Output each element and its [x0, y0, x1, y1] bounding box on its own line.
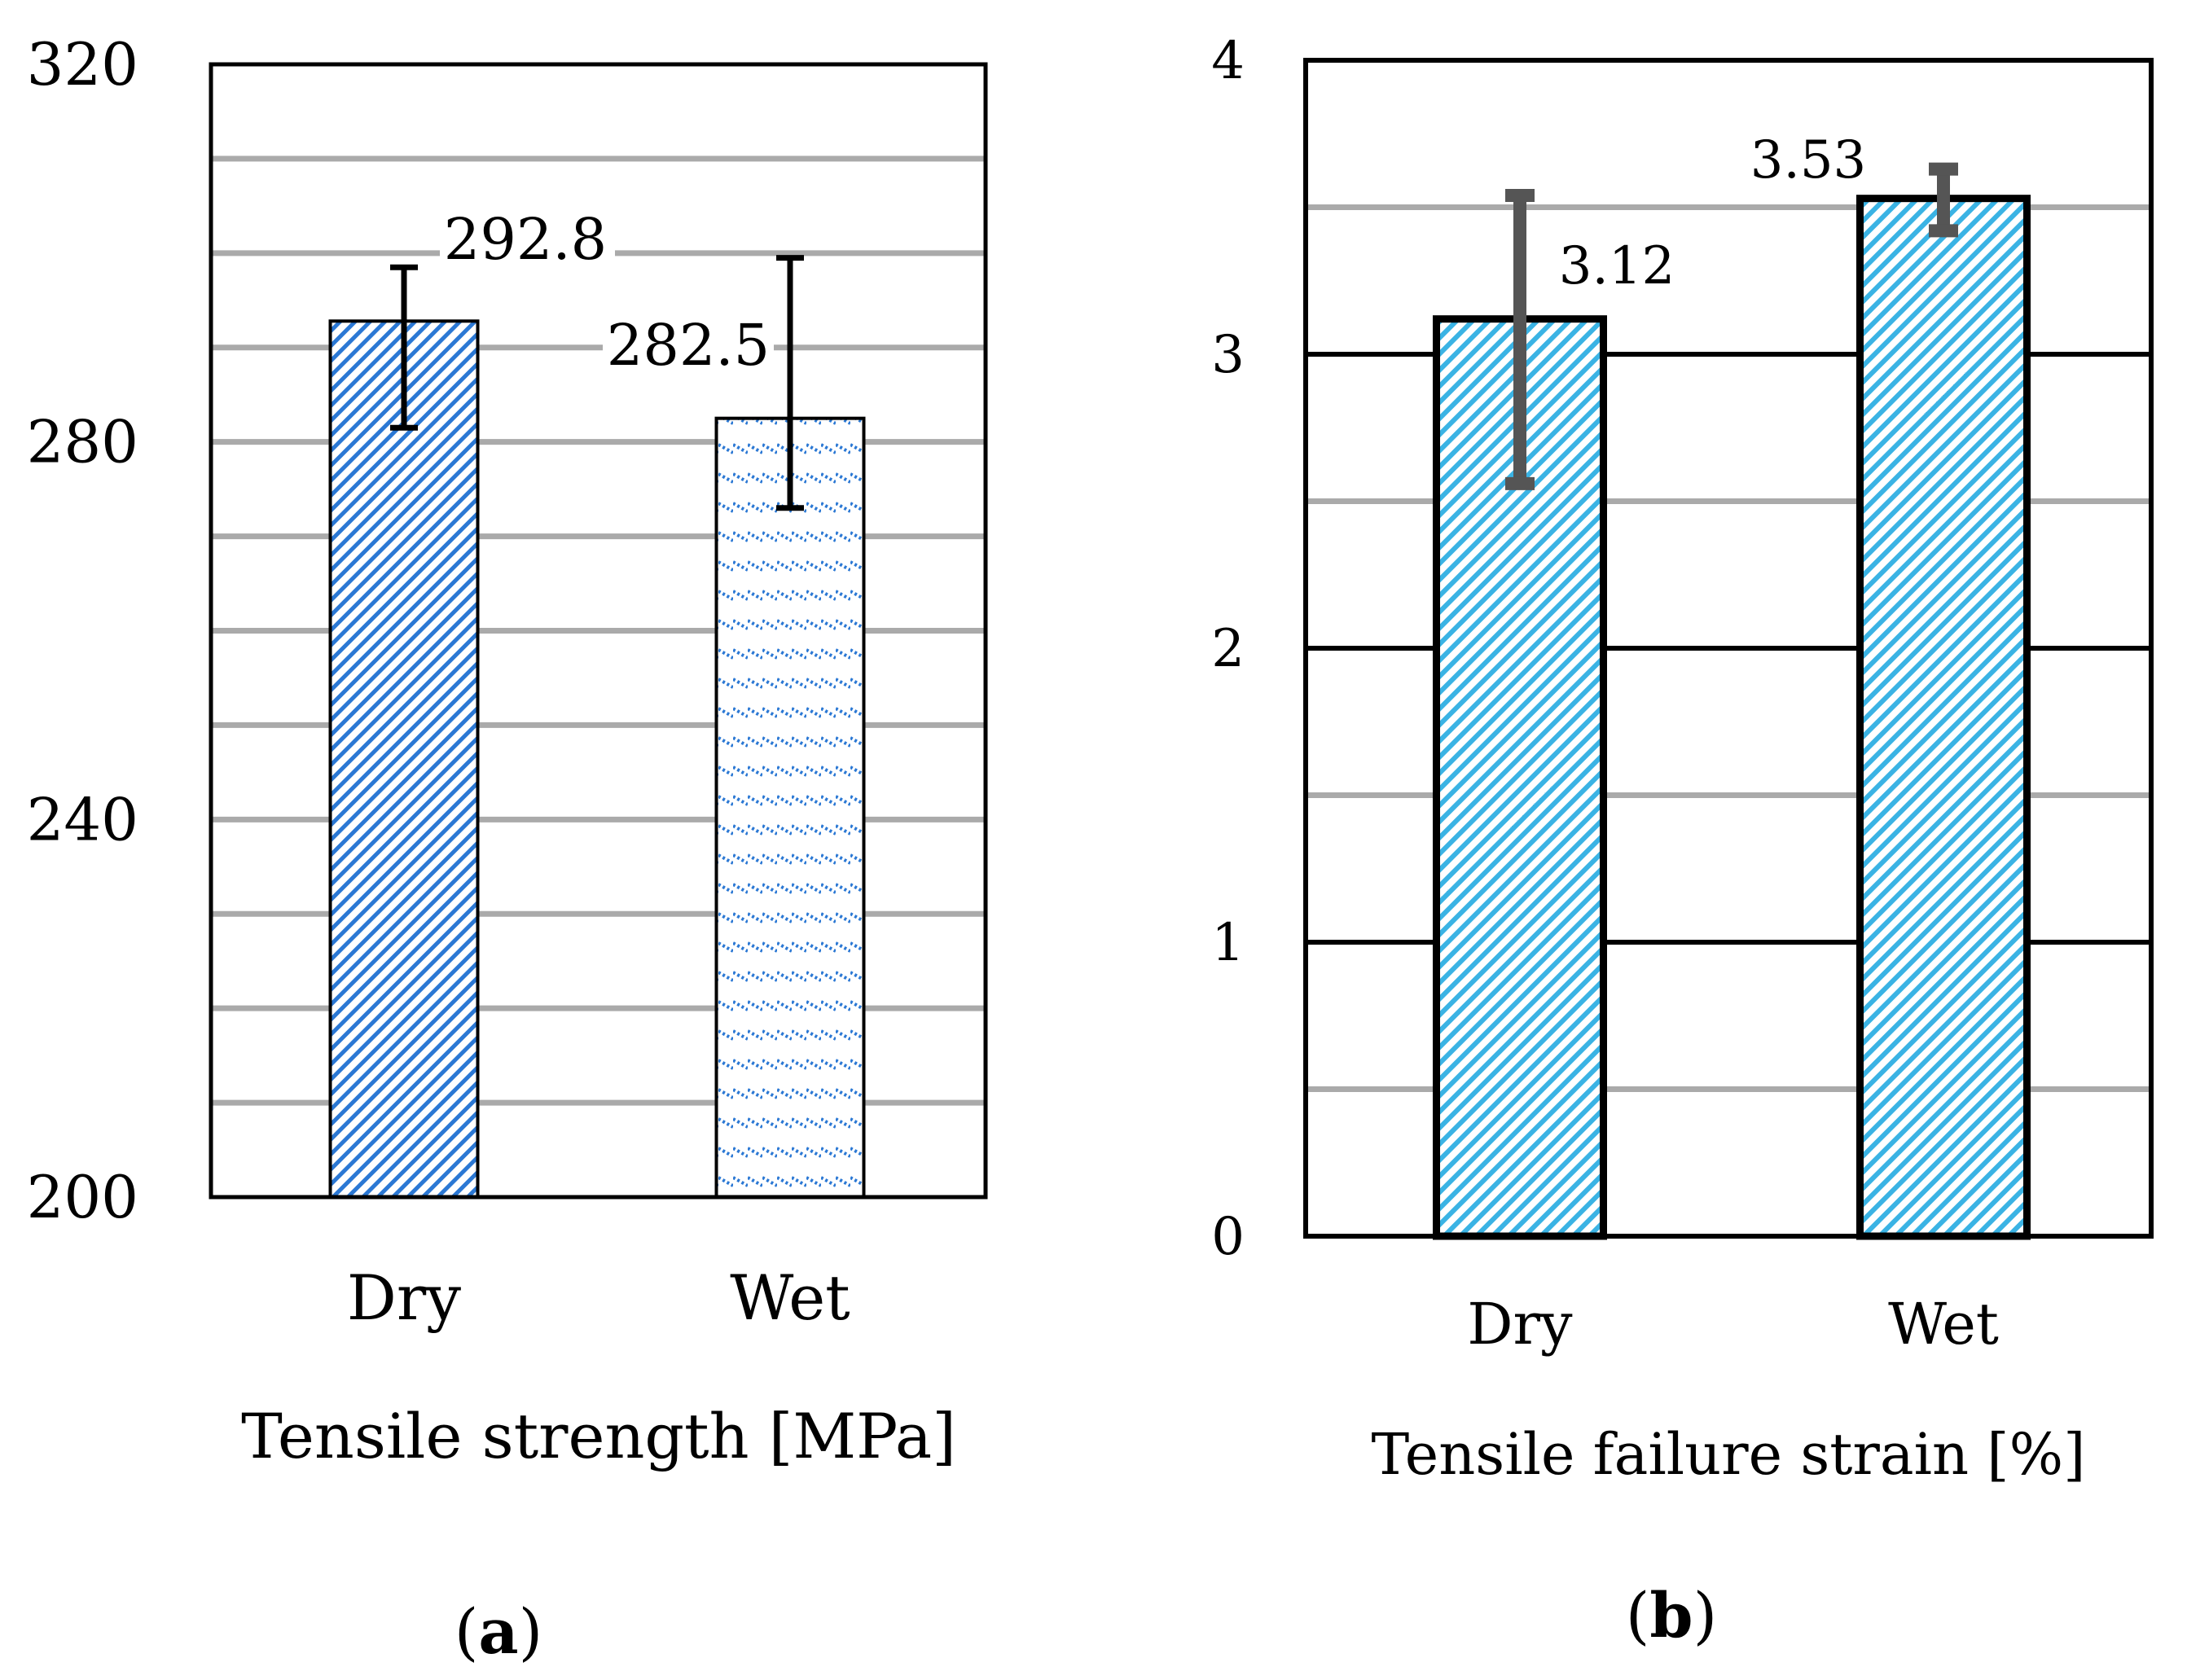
y-tick-labels-b: 0 1 2 3 4 — [1211, 31, 1245, 1267]
y-tick-label: 240 — [27, 785, 138, 853]
data-labels-b: 3.12 3.53 — [1559, 130, 1867, 296]
error-bars-a — [390, 255, 804, 511]
bar-wet — [1856, 195, 2031, 1240]
data-label: 282.5 — [607, 312, 770, 379]
y-tick-label: 200 — [27, 1163, 138, 1231]
y-tick-label: 3 — [1211, 325, 1245, 385]
x-tick-label: Wet — [730, 1261, 850, 1334]
panel-label-b: (b) — [1626, 1579, 1717, 1651]
panel-letter-b: b — [1649, 1579, 1693, 1651]
y-tick-label: 2 — [1211, 619, 1245, 679]
bars-a — [328, 319, 866, 1199]
y-tick-label: 4 — [1211, 31, 1245, 91]
y-tick-label: 280 — [27, 408, 138, 476]
x-tick-labels-b: Dry Wet — [1467, 1291, 1998, 1358]
gridlines-a — [211, 156, 986, 1106]
x-axis-title-b: Tensile failure strain [%] — [1372, 1421, 2086, 1488]
bar-wet — [714, 416, 866, 1199]
data-label: 292.8 — [444, 206, 607, 273]
x-tick-label: Dry — [1467, 1291, 1573, 1358]
panel-label-a: (a) — [455, 1595, 543, 1668]
y-tick-labels-a: 200 240 280 320 — [27, 30, 138, 1231]
y-tick-label: 1 — [1211, 913, 1245, 973]
plot-frame-a — [209, 62, 988, 1200]
plot-frame-b — [1303, 58, 2154, 1239]
x-axis-title-a: Tensile strength [MPa] — [241, 1400, 956, 1472]
x-tick-labels-a: Dry Wet — [347, 1261, 850, 1334]
y-tick-label: 320 — [27, 30, 138, 99]
data-label-bg — [603, 314, 774, 379]
chart-panel-b: 3.12 3.53 0 1 2 3 4 Dry Wet Tensile failure st… — [1211, 31, 2154, 1651]
panel-letter-a: a — [478, 1595, 518, 1668]
data-label-bg — [440, 208, 615, 274]
data-label: 3.12 — [1559, 236, 1675, 296]
error-bars-b — [1505, 162, 1958, 490]
y-tick-label: 0 — [1211, 1207, 1245, 1267]
bar-dry — [328, 319, 480, 1199]
x-tick-label: Wet — [1888, 1291, 1999, 1358]
x-tick-label: Dry — [347, 1261, 461, 1334]
data-label: 3.53 — [1750, 130, 1867, 191]
